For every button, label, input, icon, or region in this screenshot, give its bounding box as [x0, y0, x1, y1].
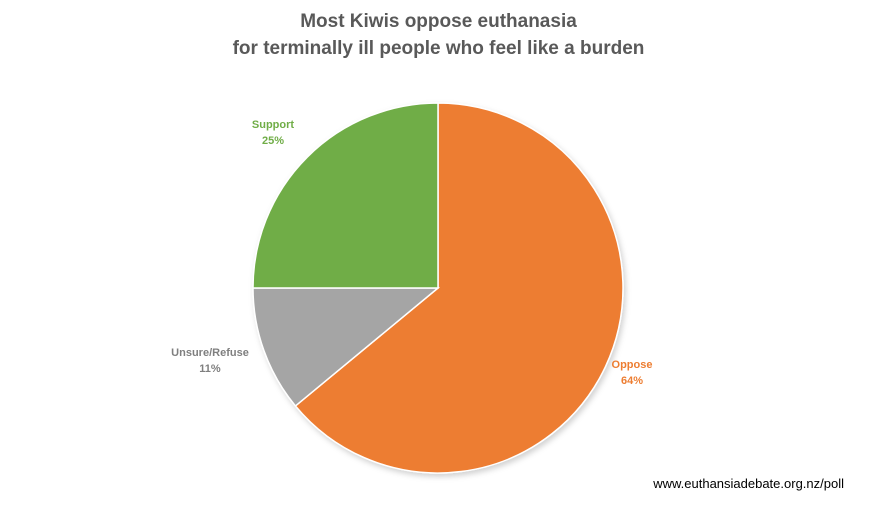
slice-label: Support: [252, 119, 294, 131]
slice-value-label: 64%: [621, 375, 643, 387]
pie-slice-support: [252, 102, 439, 289]
pie-slices: [252, 102, 624, 474]
chart-title: Most Kiwis oppose euthanasia: [300, 11, 577, 32]
pie-slice-unsure-refuse: [252, 287, 441, 407]
slice-label: Oppose: [612, 359, 653, 371]
pie-slice-oppose: [294, 102, 624, 474]
chart-title-block: Most Kiwis oppose euthanasia for termina…: [0, 8, 877, 62]
slice-label: Unsure/Refuse: [171, 347, 249, 359]
slice-value-label: 25%: [262, 135, 284, 147]
pie-labels: Oppose 64% Unsure/Refuse 11% Support 25%: [171, 119, 652, 387]
source-url: www.euthansiadebate.org.nz/poll: [653, 476, 844, 491]
slice-value-label: 11%: [199, 363, 221, 375]
chart-subtitle: for terminally ill people who feel like …: [232, 38, 645, 59]
